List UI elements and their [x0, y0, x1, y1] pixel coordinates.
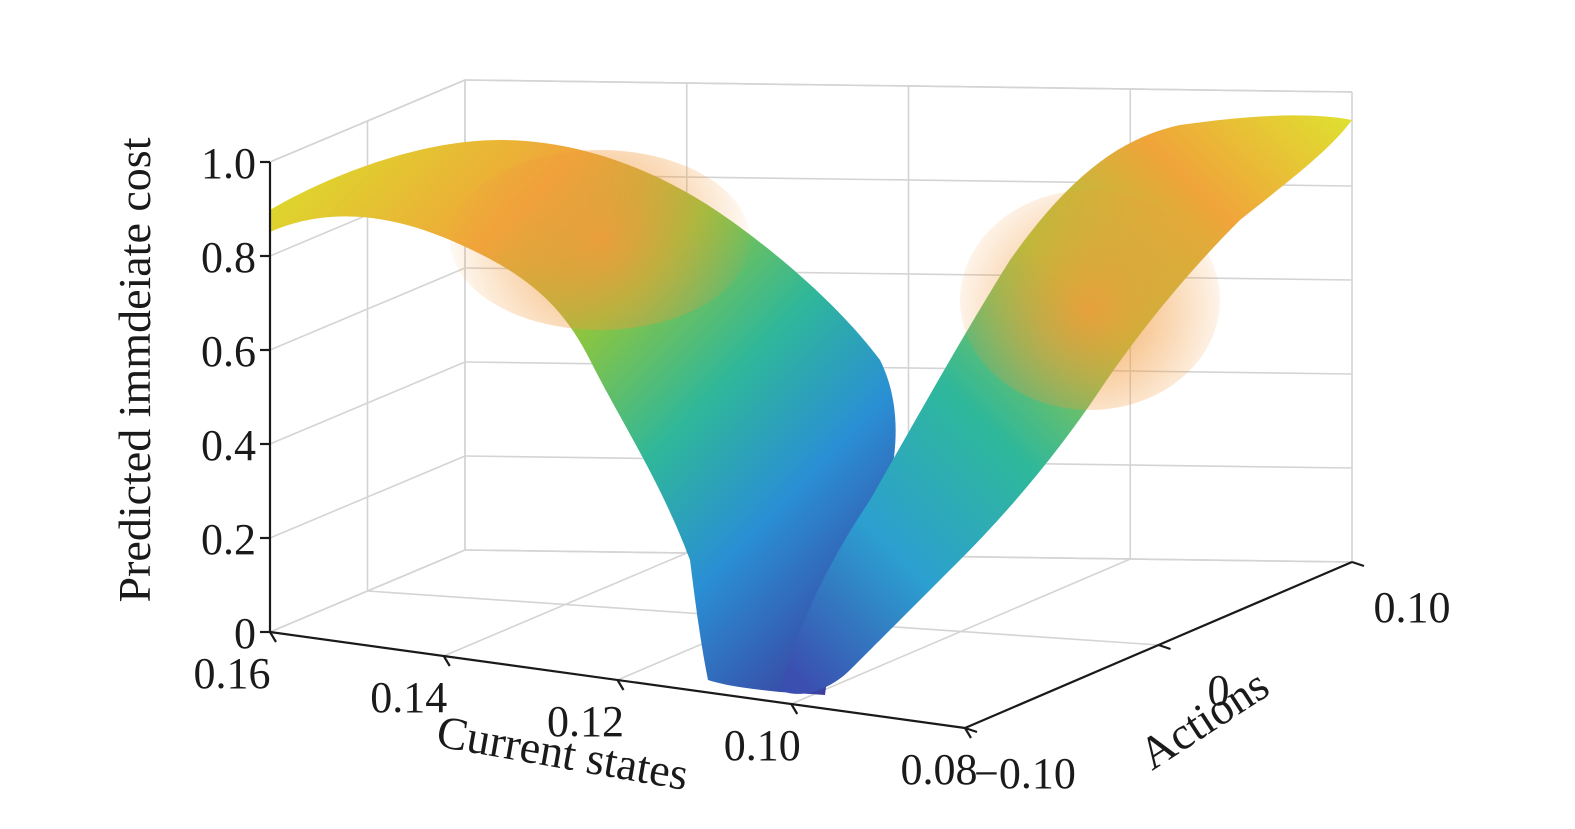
z-tick-label: 0.4 — [201, 421, 256, 470]
axes — [260, 160, 1365, 739]
x-tick-mark — [616, 679, 625, 691]
x-tick-label: 0.12 — [547, 697, 624, 746]
z-tick-label: 0 — [234, 609, 256, 658]
x-tick-mark — [790, 703, 799, 715]
y-tick-label: 0 — [1208, 666, 1230, 715]
y-tick-label: −0.10 — [974, 749, 1076, 798]
x-tick-mark — [269, 631, 277, 643]
grid-frame-top-left — [269, 79, 466, 163]
surface-highlight-left — [450, 150, 750, 330]
cost-surface — [270, 115, 1352, 695]
y-tick-mark — [1351, 560, 1365, 568]
x-tick-label: 0.10 — [724, 721, 801, 770]
tick-labels: 0 0.2 0.4 0.6 0.8 1.0 0.16 0.14 0.12 0.10 0.08−0.1… — [194, 139, 1451, 798]
z-tick-label: 0.6 — [201, 327, 256, 376]
surface-left-lobe — [270, 140, 896, 695]
x-tick-label: 0.08 — [901, 745, 978, 794]
x-tick-mark — [442, 655, 451, 667]
z-tick-label: 0.2 — [201, 515, 256, 564]
z-tick-label: 0.8 — [201, 233, 256, 282]
z-axis-label: Predicted immdeiate cost — [109, 137, 160, 602]
y-tick-mark — [964, 726, 978, 734]
y-axis-label: Actions — [1130, 659, 1278, 780]
surface-highlight-right — [960, 190, 1220, 410]
y-tick-mark — [1158, 643, 1171, 651]
x-tick-mark — [964, 727, 972, 739]
x-tick-label: 0.16 — [194, 649, 271, 698]
z-tick-label: 1.0 — [201, 139, 256, 188]
x-tick-label: 0.14 — [370, 673, 447, 722]
y-tick-label: 0.10 — [1374, 583, 1451, 632]
grid-frame-top-back — [464, 79, 1353, 93]
